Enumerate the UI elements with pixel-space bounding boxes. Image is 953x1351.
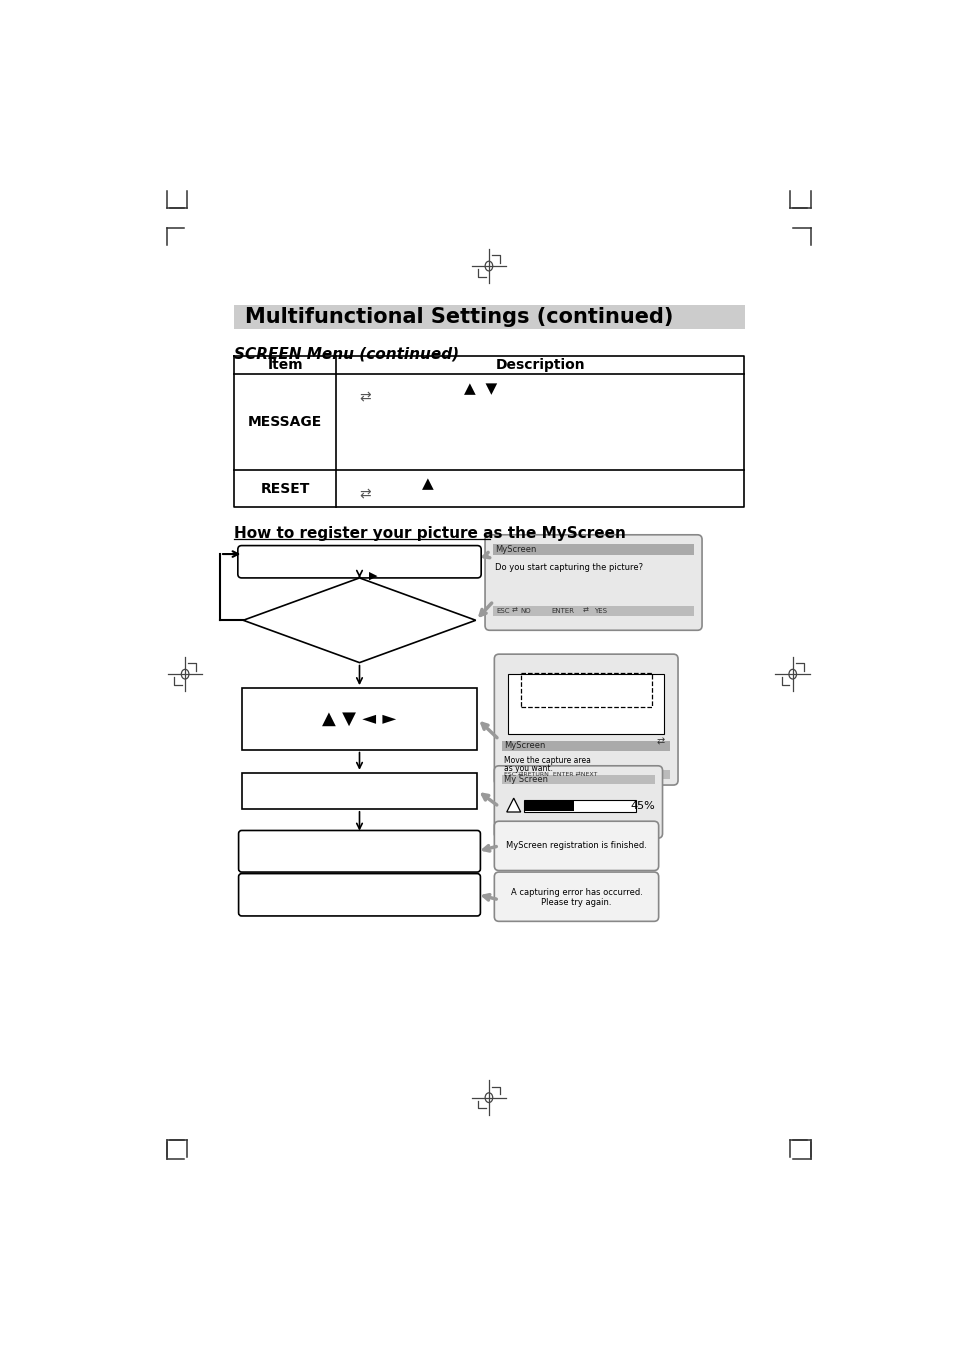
FancyBboxPatch shape [238, 831, 480, 871]
Text: Item: Item [267, 358, 303, 372]
Text: NO: NO [520, 608, 531, 615]
FancyBboxPatch shape [494, 654, 678, 785]
FancyBboxPatch shape [238, 874, 480, 916]
FancyBboxPatch shape [494, 871, 658, 921]
Text: Please try again.: Please try again. [540, 898, 611, 908]
Polygon shape [506, 798, 520, 812]
Bar [493, 544, 694, 555]
Bar [501, 770, 670, 780]
Text: ⇄: ⇄ [656, 736, 663, 747]
Bar [523, 800, 636, 812]
Polygon shape [243, 578, 476, 662]
Bar [520, 673, 651, 707]
Text: MyScreen registration is finished.: MyScreen registration is finished. [505, 842, 646, 850]
Text: MESSAGE: MESSAGE [248, 415, 322, 428]
FancyBboxPatch shape [494, 821, 658, 870]
Text: MyScreen: MyScreen [504, 742, 545, 750]
FancyBboxPatch shape [494, 766, 661, 838]
Text: Do you start capturing the picture?: Do you start capturing the picture? [495, 562, 642, 571]
Bar [501, 742, 670, 751]
Text: Description: Description [495, 358, 584, 372]
Text: SCREEN Menu (continued): SCREEN Menu (continued) [233, 347, 458, 362]
Text: ▲: ▲ [421, 477, 433, 492]
Text: A capturing error has occurred.: A capturing error has occurred. [510, 888, 641, 897]
Text: ⇄: ⇄ [511, 608, 517, 615]
Text: ⇄: ⇄ [359, 488, 371, 501]
Text: as you want.: as you want. [504, 765, 553, 773]
Text: YES: YES [594, 608, 607, 615]
Bar [508, 674, 663, 734]
Text: RESET: RESET [260, 481, 310, 496]
Text: My Screen: My Screen [504, 775, 548, 784]
Bar [501, 775, 654, 785]
Bar [241, 688, 476, 750]
Bar [233, 304, 744, 330]
Text: ENTER: ENTER [551, 608, 574, 615]
Text: ⇄: ⇄ [359, 390, 371, 405]
FancyBboxPatch shape [484, 535, 701, 631]
Text: Move the capture area: Move the capture area [504, 757, 591, 765]
Text: 45%: 45% [630, 801, 655, 811]
Text: ESC ⇄RETURN  ENTER ⇄NEXT: ESC ⇄RETURN ENTER ⇄NEXT [504, 771, 598, 777]
Text: ESC: ESC [496, 608, 509, 615]
Text: MyScreen: MyScreen [495, 544, 536, 554]
Text: Multifunctional Settings (continued): Multifunctional Settings (continued) [245, 307, 673, 327]
Text: ▲  ▼: ▲ ▼ [464, 381, 497, 397]
Bar [524, 800, 574, 811]
Text: ▲ ▼ ◄ ►: ▲ ▼ ◄ ► [322, 709, 396, 728]
Text: ▶: ▶ [369, 570, 376, 581]
FancyBboxPatch shape [237, 546, 480, 578]
Bar [493, 607, 694, 616]
Text: How to register your picture as the MyScreen: How to register your picture as the MySc… [233, 526, 625, 540]
Text: ⇄: ⇄ [582, 608, 588, 615]
Bar [241, 773, 476, 809]
